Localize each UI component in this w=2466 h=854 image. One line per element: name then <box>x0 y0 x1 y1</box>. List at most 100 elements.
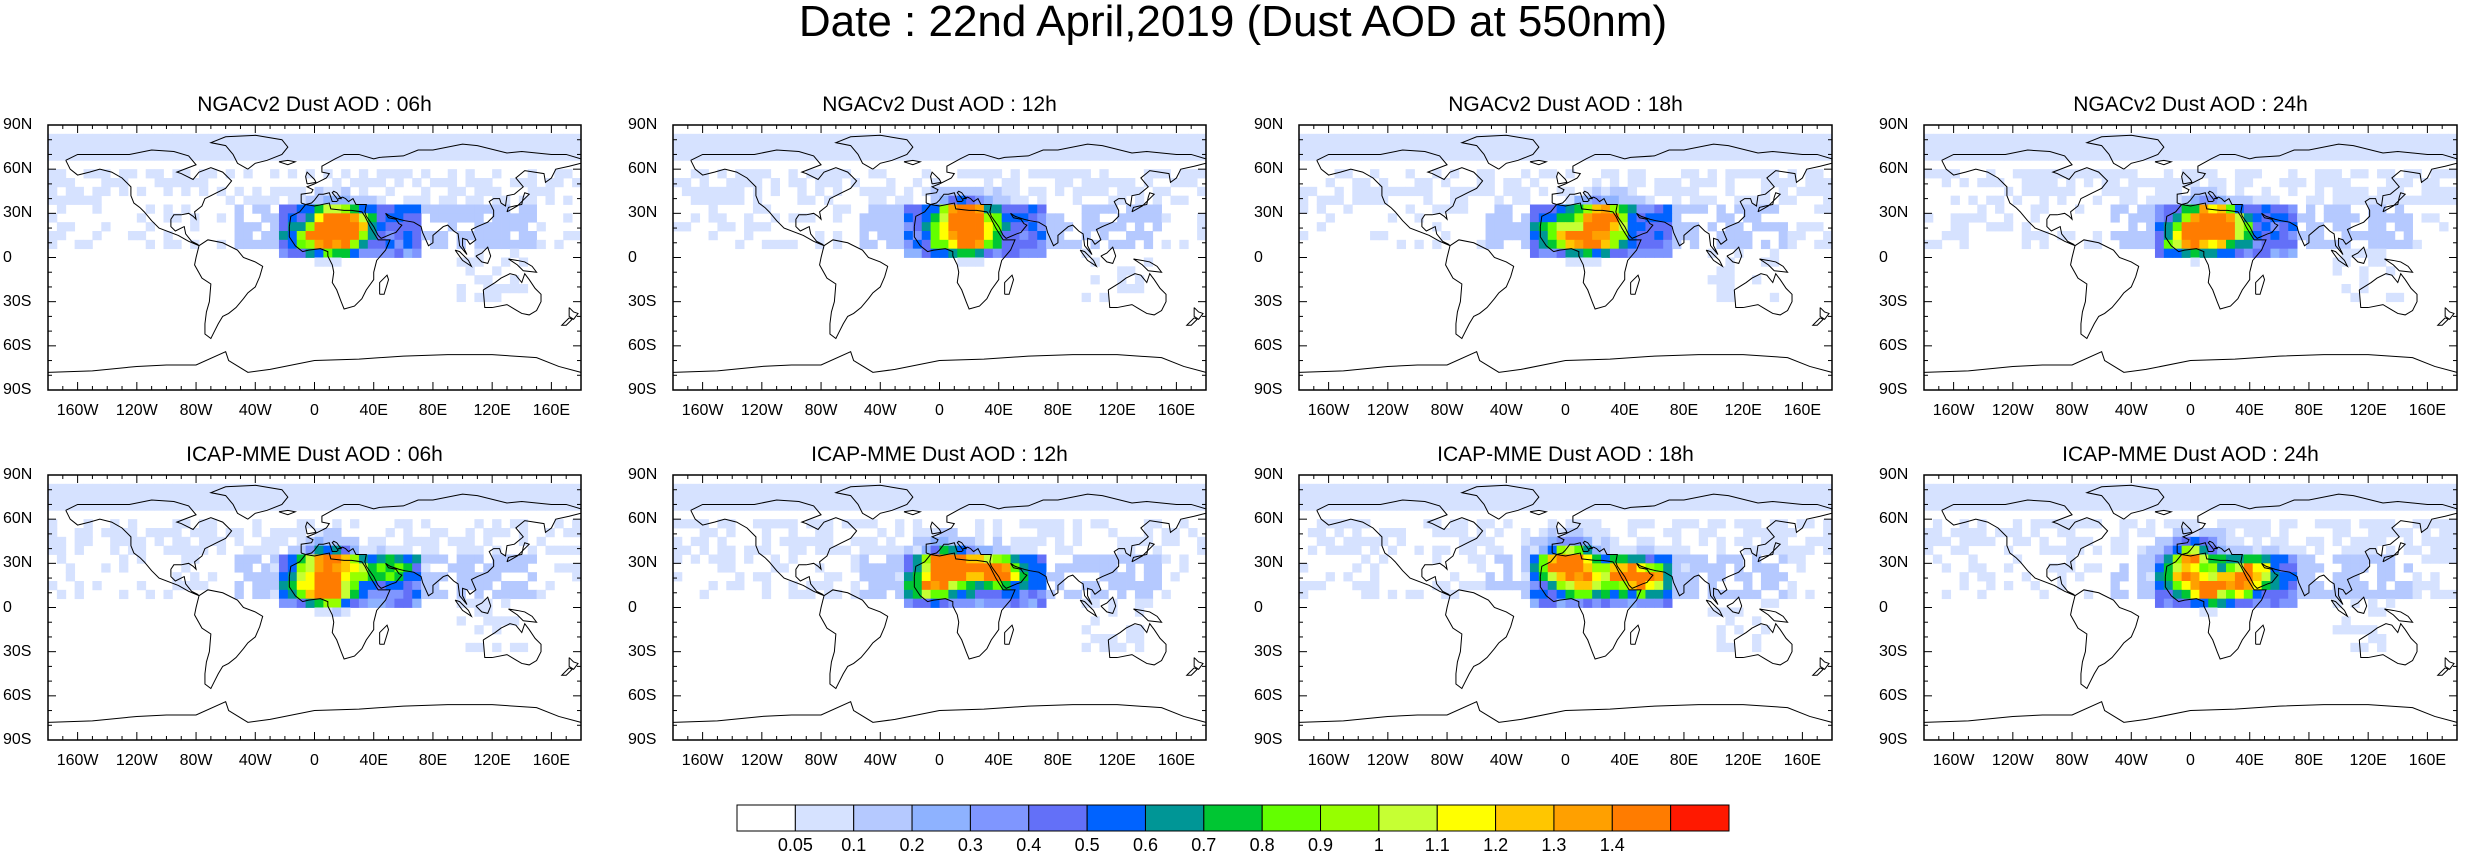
lon-tick-label: 80W <box>804 752 838 769</box>
lat-tick-label: 30N <box>1879 204 1909 222</box>
panel-title: ICAP-MME Dust AOD : 06h <box>186 443 443 466</box>
colorbar-swatch <box>1670 804 1730 832</box>
lon-tick-label: 80E <box>1669 752 1699 769</box>
colorbar-swatch <box>794 804 855 832</box>
coastlines <box>1923 134 2458 373</box>
lat-tick-label: 90N <box>3 466 33 483</box>
lat-tick-label: 30S <box>1879 642 1908 660</box>
aod-field <box>1924 483 2458 653</box>
lon-tick-label: 120W <box>115 402 158 419</box>
colorbar-label: 0.1 <box>841 835 866 854</box>
lon-tick-label: 80W <box>1430 402 1464 419</box>
lat-tick-label: 60S <box>628 686 657 704</box>
lon-tick-label: 120W <box>740 402 783 419</box>
panel-title: ICAP-MME Dust AOD : 24h <box>2062 443 2319 466</box>
lon-tick-label: 120E <box>1724 402 1762 419</box>
lat-tick-label: 30S <box>3 292 32 310</box>
lat-tick-label: 30S <box>1254 292 1283 310</box>
colorbar-label: 0.3 <box>958 835 983 854</box>
lon-tick-label: 80E <box>2294 402 2324 419</box>
lat-tick-label: 60S <box>3 686 32 704</box>
lon-tick-label: 0 <box>2186 752 2195 769</box>
colorbar-label: 1.2 <box>1483 835 1508 854</box>
lat-tick-label: 30N <box>3 204 33 222</box>
lon-tick-label: 160E <box>532 402 571 419</box>
lon-tick-label: 160E <box>1783 402 1822 419</box>
lat-tick-label: 90S <box>628 381 657 398</box>
lat-tick-label: 60N <box>1254 160 1284 178</box>
lon-tick-label: 120E <box>1098 752 1136 769</box>
lon-tick-label: 120E <box>473 402 511 419</box>
lat-tick-label: 60N <box>1254 510 1284 528</box>
aod-field <box>1299 483 1833 653</box>
lon-tick-label: 160W <box>1307 752 1350 769</box>
lat-tick-label: 60N <box>628 510 658 528</box>
lat-tick-label: 90N <box>628 466 658 483</box>
lat-tick-label: 0 <box>628 248 637 266</box>
aod-field <box>48 133 582 303</box>
lon-tick-label: 160E <box>1783 752 1822 769</box>
lon-tick-label: 80E <box>2294 752 2324 769</box>
lon-tick-label: 160W <box>1932 752 1975 769</box>
lon-tick-label: 160E <box>532 752 571 769</box>
map-frame <box>1923 474 2458 741</box>
lon-tick-label: 40E <box>2235 402 2264 419</box>
lat-tick-label: 30S <box>628 292 657 310</box>
lon-tick-label: 160E <box>1157 402 1196 419</box>
axis-ticks <box>47 124 582 391</box>
lat-tick-label: 90S <box>1879 381 1908 398</box>
lat-tick-label: 0 <box>3 248 12 266</box>
colorbar-swatch <box>1086 804 1146 832</box>
panel-title: ICAP-MME Dust AOD : 12h <box>811 443 1068 466</box>
lat-tick-label: 0 <box>1254 248 1263 266</box>
lon-tick-label: 80W <box>179 752 213 769</box>
colorbar-label: 0.9 <box>1308 835 1333 854</box>
map-frame <box>1298 124 1833 391</box>
figure-title: Date : 22nd April,2019 (Dust AOD at 550n… <box>798 0 1668 46</box>
lon-tick-label: 120W <box>1991 752 2034 769</box>
lon-tick-label: 0 <box>2186 402 2195 419</box>
lon-tick-label: 120E <box>1098 402 1136 419</box>
panel-title: NGACv2 Dust AOD : 06h <box>197 93 432 116</box>
lon-tick-label: 40E <box>1610 752 1639 769</box>
lon-tick-label: 40W <box>238 402 272 419</box>
aod-field <box>673 133 1207 303</box>
lon-tick-label: 160E <box>2408 752 2447 769</box>
colorbar-label: 1 <box>1374 835 1384 854</box>
colorbar-swatch <box>1495 804 1555 832</box>
coastlines <box>1923 484 2458 723</box>
lat-tick-label: 0 <box>1879 598 1888 616</box>
lon-tick-label: 120E <box>2349 402 2387 419</box>
lat-tick-label: 0 <box>1879 248 1888 266</box>
lon-tick-label: 40W <box>863 752 897 769</box>
lat-tick-label: 90S <box>3 381 32 398</box>
panel-title: NGACv2 Dust AOD : 24h <box>2073 93 2308 116</box>
lon-tick-label: 0 <box>1561 402 1570 419</box>
lon-tick-label: 160W <box>1307 402 1350 419</box>
aod-field <box>673 483 1207 653</box>
lat-tick-label: 90S <box>3 731 32 748</box>
lon-tick-label: 120W <box>1366 752 1409 769</box>
lat-tick-label: 90N <box>1254 116 1284 133</box>
lon-tick-label: 120W <box>740 752 783 769</box>
colorbar-swatch <box>853 804 913 832</box>
lon-tick-label: 0 <box>310 752 319 769</box>
lat-tick-label: 60N <box>3 160 33 178</box>
coastlines <box>47 134 582 373</box>
axis-ticks <box>1923 474 2458 741</box>
lat-tick-label: 30N <box>1254 204 1284 222</box>
map-frame <box>47 474 582 741</box>
lon-tick-label: 0 <box>935 402 944 419</box>
colorbar-label: 1.4 <box>1600 835 1625 854</box>
colorbar-label: 0.5 <box>1075 835 1100 854</box>
lat-tick-label: 60S <box>1254 336 1283 354</box>
colorbar-swatch <box>911 804 971 832</box>
lat-tick-label: 30N <box>628 204 658 222</box>
lat-tick-label: 60S <box>1879 686 1908 704</box>
lon-tick-label: 40W <box>238 752 272 769</box>
